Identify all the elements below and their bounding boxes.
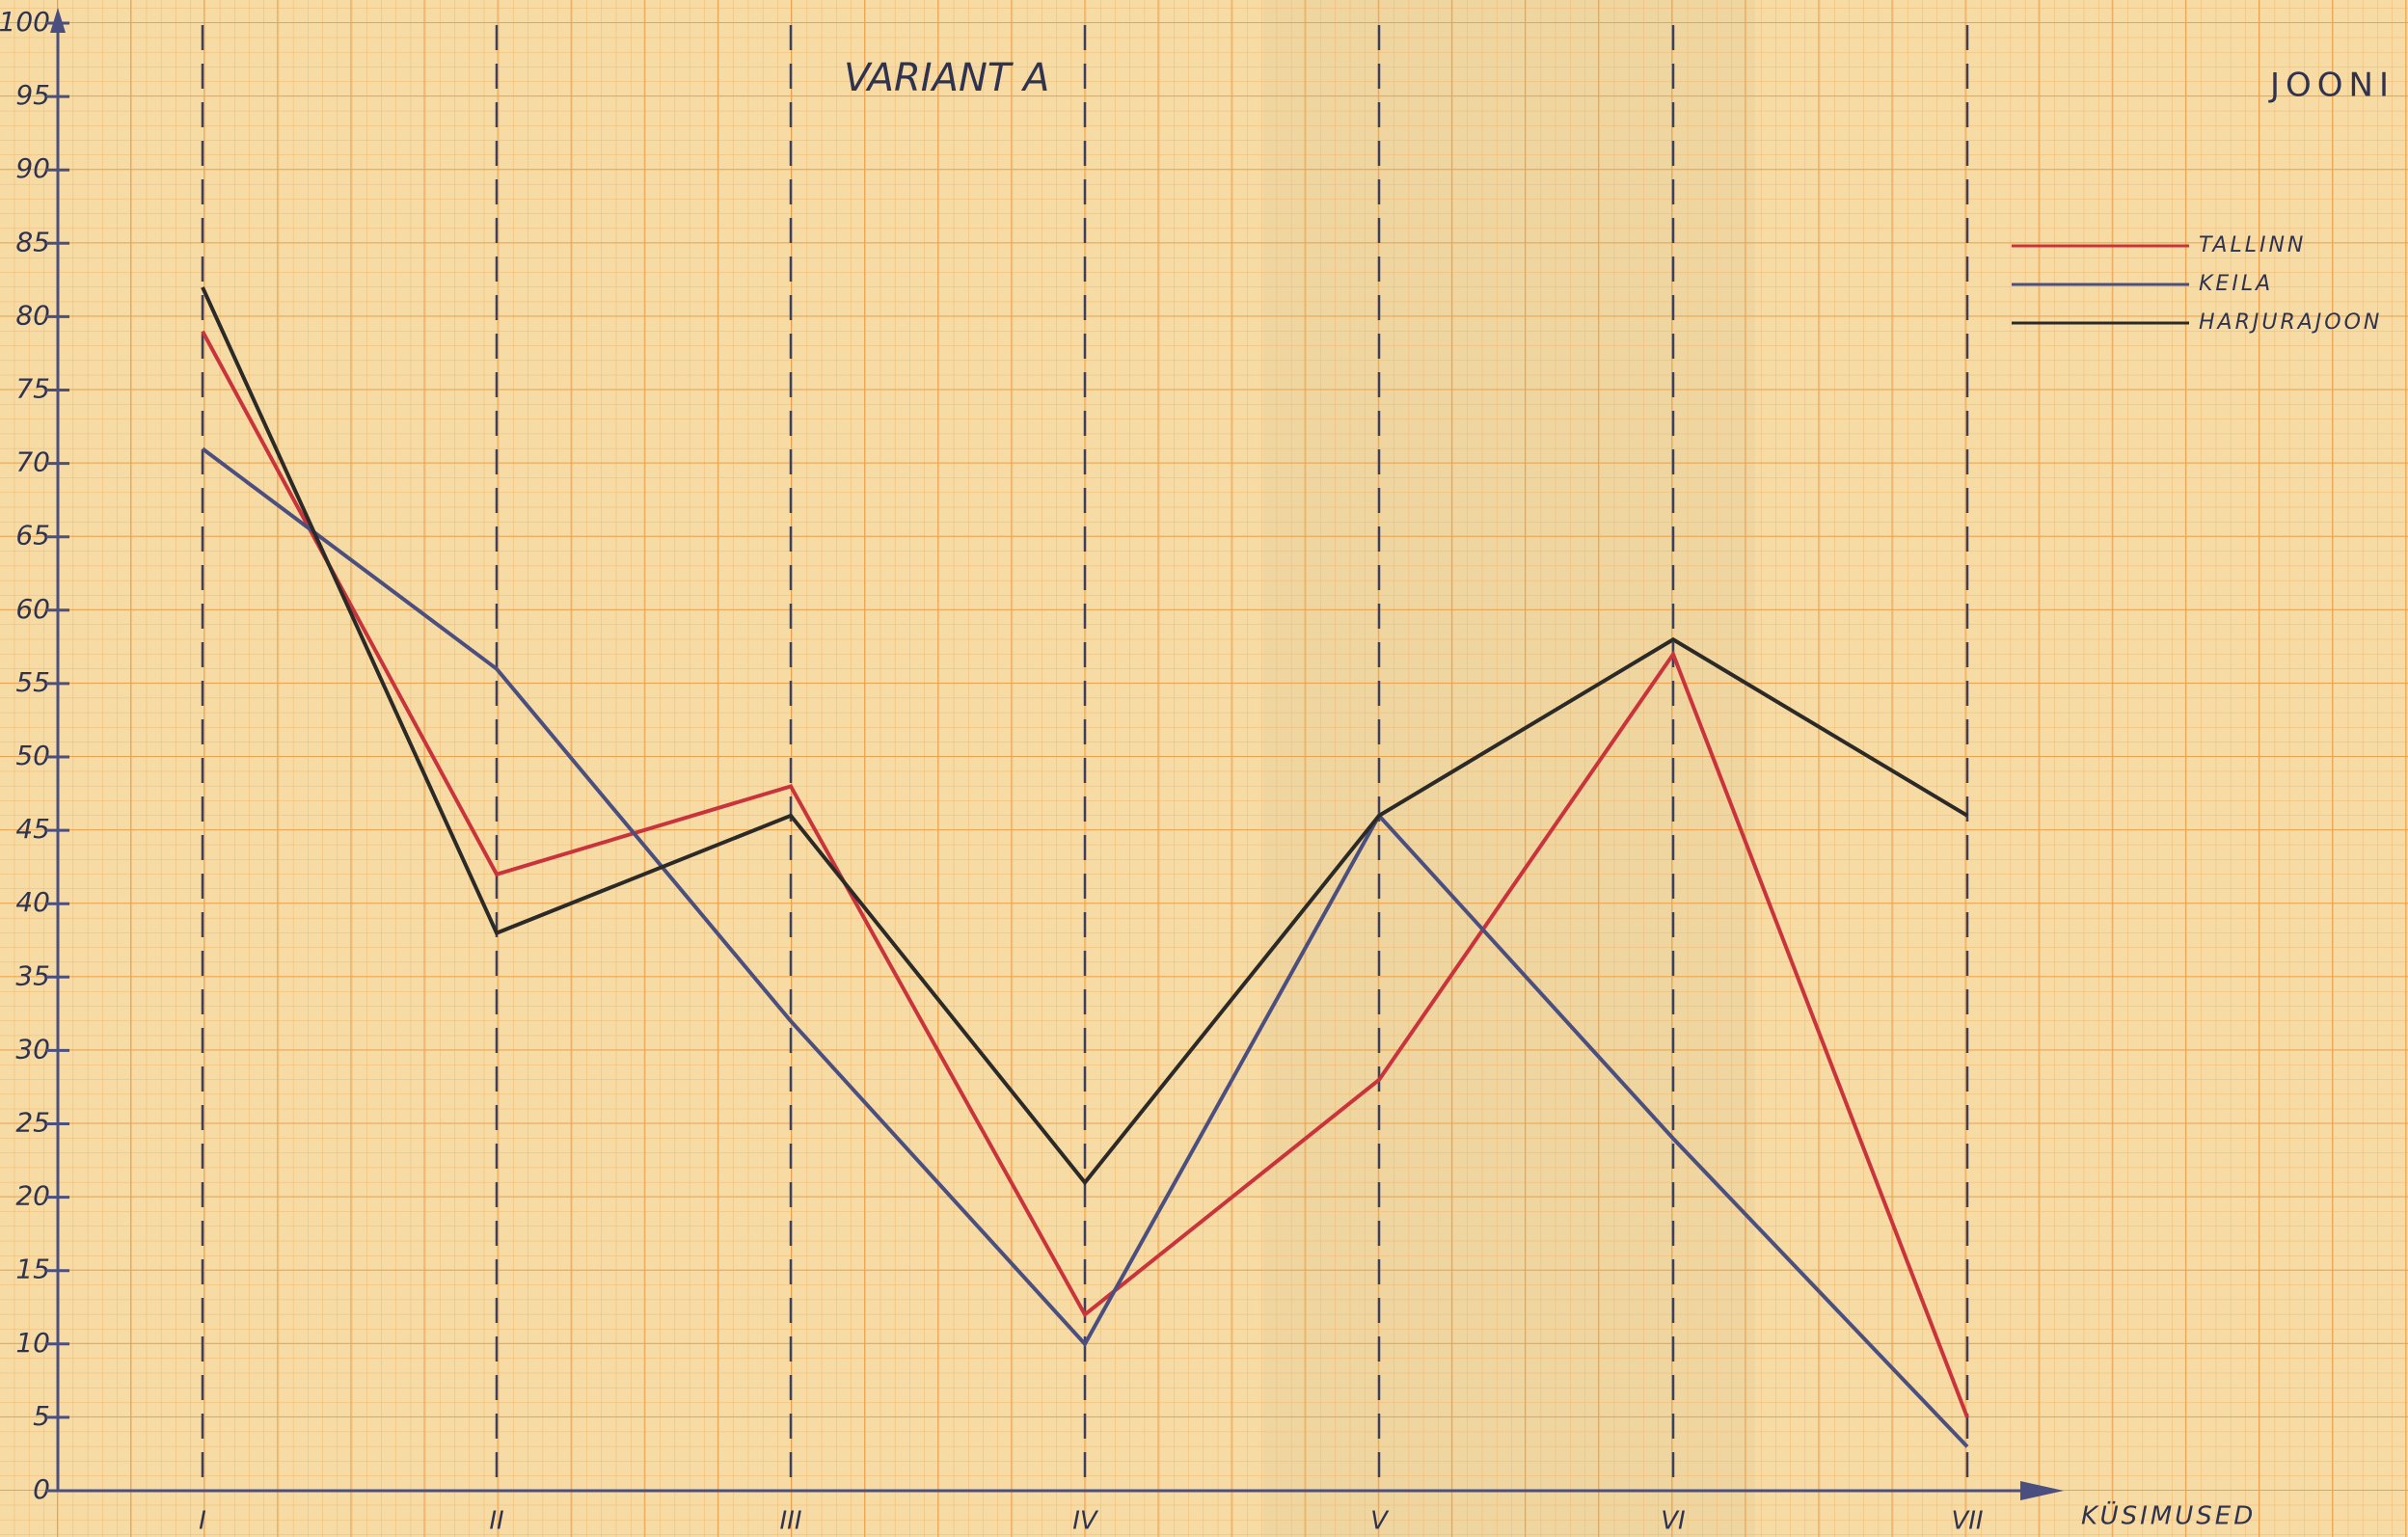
x-axis-arrow bbox=[2020, 1481, 2064, 1500]
y-tick-label: 15 bbox=[15, 1254, 50, 1285]
series-line bbox=[201, 286, 1969, 1186]
legend-label: TALLINN bbox=[2199, 233, 2306, 257]
y-tick-label: 95 bbox=[15, 79, 50, 111]
x-tick-label: V bbox=[1370, 1507, 1390, 1536]
y-tick-label: 45 bbox=[15, 813, 50, 845]
y-tick-label: 85 bbox=[15, 226, 50, 257]
x-tick-label: IV bbox=[1072, 1507, 1099, 1536]
legend-label: KEILA bbox=[2199, 272, 2273, 296]
y-tick-label: 25 bbox=[15, 1107, 50, 1139]
x-tick-label: I bbox=[199, 1507, 206, 1536]
y-tick-label: 20 bbox=[15, 1180, 50, 1212]
y-tick-label: 30 bbox=[15, 1033, 50, 1065]
chart-subtitle: JOONI bbox=[2268, 67, 2394, 105]
y-tick-label: 70 bbox=[15, 446, 50, 478]
x-axis-label: KÜSIMUSED bbox=[2081, 1500, 2256, 1531]
category-lines bbox=[201, 25, 1969, 1491]
y-tick-label: 65 bbox=[15, 520, 50, 552]
y-tick-label: 80 bbox=[15, 299, 50, 331]
y-tick-label: 55 bbox=[15, 666, 50, 698]
series-line bbox=[201, 446, 1969, 1448]
x-tick-label: III bbox=[779, 1507, 801, 1536]
y-tick-label: 75 bbox=[15, 373, 50, 405]
y-tick-label: 0 bbox=[33, 1473, 50, 1505]
y-tick-label: 100 bbox=[0, 6, 50, 38]
x-tick-label: VII bbox=[1951, 1507, 1983, 1536]
y-tick-label: 40 bbox=[15, 886, 50, 918]
legend-label: HARJURAJOON bbox=[2199, 310, 2382, 335]
y-tick-label: 90 bbox=[15, 152, 50, 184]
series-line bbox=[201, 330, 1969, 1418]
y-tick-label: 60 bbox=[15, 593, 50, 625]
chart-title: VARIANT A bbox=[844, 56, 1049, 100]
y-axis-arrow bbox=[50, 8, 66, 33]
y-tick-label: 35 bbox=[15, 959, 50, 991]
y-tick-label: 5 bbox=[33, 1400, 50, 1432]
x-tick-label: VI bbox=[1661, 1507, 1685, 1536]
y-tick-label: 10 bbox=[15, 1327, 50, 1359]
x-tick-label: II bbox=[489, 1507, 503, 1536]
y-tick-label: 50 bbox=[15, 740, 50, 771]
